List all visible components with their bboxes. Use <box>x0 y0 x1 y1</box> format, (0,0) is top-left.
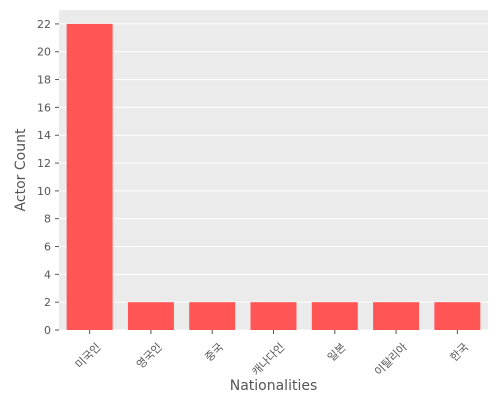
plot-area <box>59 10 488 330</box>
y-tick-label: 20 <box>37 46 51 59</box>
x-axis-ticks: 미국인 영국인 중국 캐나다인 일본 이탈리아 한국 <box>73 330 471 378</box>
y-axis-ticks: 0 2 4 6 8 10 12 14 16 18 20 22 <box>37 18 59 337</box>
x-tick-label: 캐나다인 <box>249 341 287 379</box>
x-tick-label: 영국인 <box>134 341 165 372</box>
y-tick-label: 2 <box>44 296 51 309</box>
bar <box>127 302 174 330</box>
y-axis-label: Actor Count <box>13 128 29 211</box>
y-tick-label: 14 <box>37 129 51 142</box>
y-tick-label: 22 <box>37 18 51 31</box>
bar <box>373 302 420 330</box>
y-tick-label: 6 <box>44 241 51 254</box>
y-tick-label: 16 <box>37 101 51 114</box>
y-tick-label: 8 <box>44 213 51 226</box>
y-tick-label: 0 <box>44 324 51 337</box>
x-axis-label: Nationalities <box>230 378 318 394</box>
y-tick-label: 12 <box>37 157 51 170</box>
y-tick-label: 10 <box>37 185 51 198</box>
y-tick-label: 4 <box>44 268 51 281</box>
bar <box>311 302 358 330</box>
bar <box>434 302 481 330</box>
bars <box>66 23 481 330</box>
x-tick-label: 일본 <box>324 340 348 364</box>
bar <box>66 23 113 330</box>
x-tick-label: 한국 <box>448 341 472 365</box>
y-tick-label: 18 <box>37 74 51 87</box>
x-tick-label: 중국 <box>202 341 226 365</box>
bar <box>189 302 236 330</box>
x-tick-label: 미국인 <box>73 341 104 372</box>
bar <box>250 302 297 330</box>
x-tick-label: 이탈리아 <box>372 341 410 379</box>
